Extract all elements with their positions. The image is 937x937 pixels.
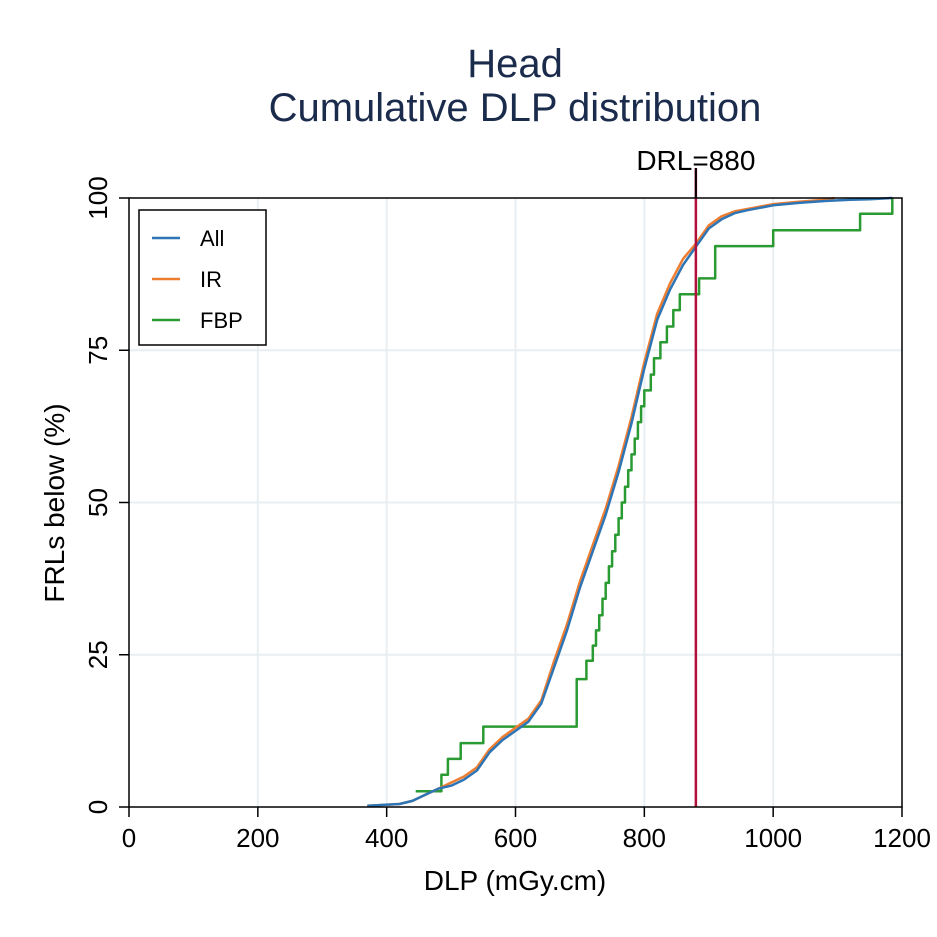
- y-axis-label: FRLs below (%): [39, 403, 70, 602]
- legend-label-all: All: [200, 226, 224, 251]
- series-line-fbp: [415, 198, 894, 793]
- grid-lines: [129, 198, 902, 807]
- x-tick-label: 1200: [873, 823, 931, 853]
- x-tick-label: 200: [236, 823, 279, 853]
- legend-label-fbp: FBP: [200, 308, 243, 333]
- y-tick-label: 50: [83, 488, 113, 517]
- y-tick-label: 75: [83, 336, 113, 365]
- x-tick-label: 400: [365, 823, 408, 853]
- legend-box: [138, 209, 267, 346]
- x-axis-label: DLP (mGy.cm): [424, 865, 607, 896]
- legend: All IR FBP: [138, 209, 267, 346]
- y-axis: 0 25 50 75 100: [83, 176, 129, 814]
- x-tick-label: 800: [623, 823, 666, 853]
- drl-label: DRL=880: [636, 145, 755, 176]
- y-tick-label: 0: [83, 800, 113, 814]
- y-tick-label: 100: [83, 176, 113, 219]
- y-tick-label: 25: [83, 640, 113, 669]
- legend-label-ir: IR: [200, 267, 222, 292]
- chart-title: Head: [467, 42, 563, 86]
- x-tick-label: 0: [122, 823, 136, 853]
- chart-subtitle: Cumulative DLP distribution: [269, 86, 762, 130]
- series-line-ir: [367, 196, 835, 808]
- x-tick-label: 600: [494, 823, 537, 853]
- series-line-all: [367, 196, 893, 808]
- reference-line-layer: DRL=880: [636, 145, 755, 807]
- series-layer: [367, 196, 894, 808]
- x-tick-label: 1000: [744, 823, 802, 853]
- x-axis: 0 200 400 600 800 1000 1200: [122, 807, 931, 853]
